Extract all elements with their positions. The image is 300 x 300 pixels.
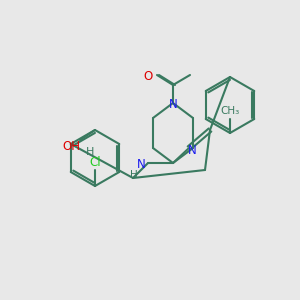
Text: N: N (169, 98, 177, 110)
Text: CH₃: CH₃ (220, 106, 240, 116)
Text: OH: OH (62, 140, 80, 152)
Text: H: H (86, 147, 94, 157)
Text: O: O (143, 70, 153, 83)
Text: Cl: Cl (89, 157, 101, 169)
Text: H: H (130, 170, 138, 180)
Text: N: N (188, 143, 196, 157)
Text: N: N (136, 158, 146, 172)
